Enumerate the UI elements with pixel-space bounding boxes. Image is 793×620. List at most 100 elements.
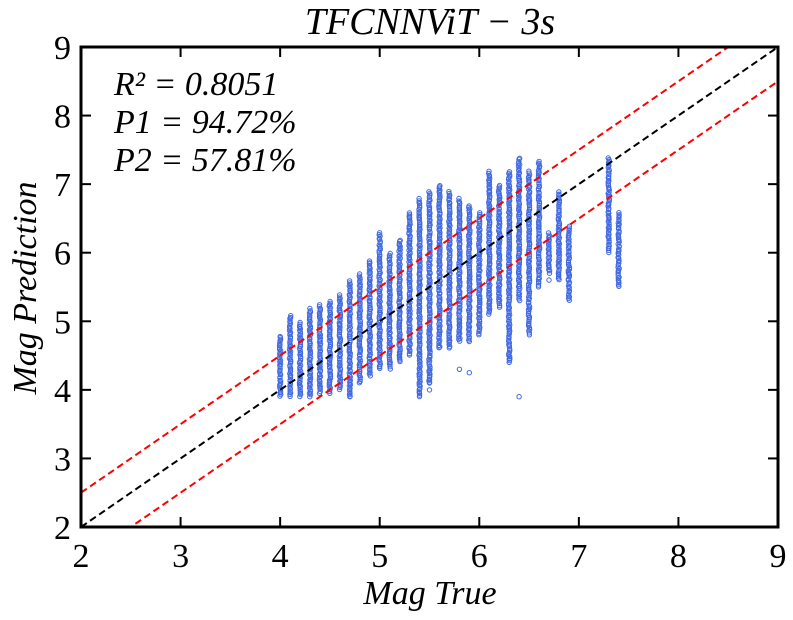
data-point	[347, 329, 353, 336]
data-point	[516, 199, 522, 205]
data-point	[426, 376, 433, 383]
data-point	[416, 320, 423, 326]
data-point	[317, 388, 323, 395]
data-point	[495, 189, 502, 195]
data-point	[516, 173, 522, 180]
data-point	[566, 270, 572, 276]
data-point	[496, 260, 502, 267]
data-point	[317, 353, 323, 359]
data-point	[327, 331, 333, 338]
y-axis-label: Mag Prediction	[7, 181, 44, 395]
data-point	[447, 262, 453, 268]
data-point	[486, 168, 492, 175]
data-point	[426, 202, 432, 209]
data-point	[546, 270, 553, 276]
data-point	[446, 318, 452, 324]
data-point	[387, 262, 393, 268]
data-point	[466, 291, 473, 298]
data-point	[417, 275, 423, 281]
data-point	[416, 233, 423, 240]
data-point	[556, 246, 562, 252]
data-point	[327, 298, 333, 305]
y-tick-label: 7	[54, 167, 71, 204]
data-point	[436, 334, 442, 340]
data-point	[396, 240, 403, 247]
data-point	[517, 161, 523, 168]
y-tick-label: 5	[54, 304, 71, 341]
x-tick-label: 6	[471, 538, 488, 575]
data-point	[526, 168, 532, 174]
data-point	[366, 352, 373, 359]
data-point	[347, 394, 353, 400]
data-point	[426, 206, 433, 212]
data-point	[387, 259, 393, 266]
data-point	[316, 377, 323, 383]
data-point	[565, 283, 572, 289]
data-point	[457, 258, 463, 265]
data-point	[506, 240, 513, 246]
data-point	[336, 294, 343, 300]
data-point	[507, 212, 513, 219]
data-point	[356, 355, 362, 362]
data-point	[427, 256, 433, 262]
data-point	[427, 192, 433, 198]
data-point	[287, 388, 293, 395]
data-point	[456, 302, 462, 308]
data-point	[516, 204, 522, 211]
data-point	[277, 345, 283, 351]
data-point	[327, 327, 333, 333]
data-point	[446, 327, 452, 333]
data-point	[287, 315, 293, 322]
data-point	[516, 236, 522, 243]
data-point	[387, 250, 393, 257]
data-point	[467, 257, 473, 263]
data-point	[427, 367, 433, 373]
data-point	[456, 244, 462, 250]
data-point	[387, 299, 393, 305]
data-point	[565, 261, 572, 268]
data-point	[417, 328, 423, 334]
data-point	[406, 350, 413, 357]
data-point	[486, 237, 492, 244]
data-point	[417, 245, 423, 252]
data-point	[427, 342, 433, 349]
data-point	[396, 275, 402, 281]
data-point	[515, 284, 522, 290]
x-axis-label: Mag True	[362, 575, 496, 612]
data-point	[287, 354, 293, 360]
data-point	[496, 213, 502, 220]
data-point	[536, 183, 542, 189]
data-point	[277, 374, 283, 380]
data-point	[377, 305, 383, 312]
data-point	[426, 336, 433, 342]
data-point	[506, 356, 512, 362]
data-point	[297, 356, 304, 362]
data-point	[536, 249, 542, 256]
data-point	[377, 330, 383, 336]
data-point	[457, 308, 463, 314]
data-point	[506, 312, 513, 318]
data-point	[367, 366, 373, 372]
data-point	[437, 195, 443, 201]
data-point	[357, 376, 363, 383]
data-point	[615, 277, 622, 284]
data-point	[426, 362, 432, 368]
data-point	[337, 369, 343, 375]
data-point	[367, 273, 373, 279]
data-point	[466, 370, 472, 376]
data-point	[505, 338, 512, 344]
data-point	[297, 349, 304, 355]
data-point	[506, 243, 513, 250]
data-point	[356, 271, 363, 277]
x-tick-label: 3	[172, 538, 189, 575]
data-point	[486, 197, 493, 203]
data-point	[376, 275, 382, 281]
data-point	[477, 301, 483, 307]
data-point	[306, 338, 313, 345]
data-point	[486, 187, 493, 193]
data-point	[526, 275, 532, 281]
data-point	[437, 267, 443, 273]
data-point	[516, 266, 522, 272]
data-point	[466, 295, 472, 301]
data-point	[616, 265, 622, 272]
